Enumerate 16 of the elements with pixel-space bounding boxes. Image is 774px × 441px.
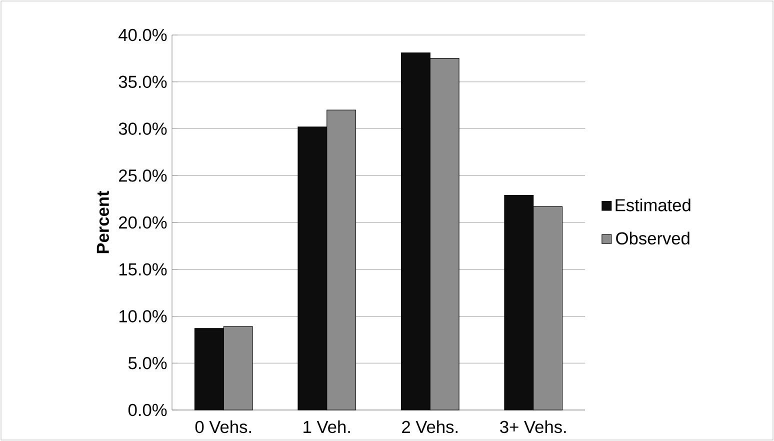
x-tick-label: 1 Veh. [304, 420, 350, 434]
x-tick-label: 0 Vehs. [195, 420, 251, 434]
y-tick-label: 15.0% [119, 263, 167, 276]
y-tick-label: 35.0% [118, 76, 167, 88]
y-axis-title: Percent [96, 190, 109, 254]
y-tick-label: 0.0% [128, 404, 167, 416]
legend-label: Observed [616, 232, 690, 245]
y-tick-label: 5.0% [128, 356, 167, 370]
x-tick-label: 2 Vehs. [402, 420, 458, 434]
y-tick-label: 30.0% [118, 122, 167, 135]
x-tick-label: 3+ Vehs. [500, 420, 566, 434]
legend-label: Estimated [616, 198, 690, 212]
y-tick-label: 20.0% [119, 216, 167, 229]
y-tick-label: 40.0% [118, 28, 167, 42]
y-tick-label: 25.0% [119, 169, 167, 182]
y-tick-label: 10.0% [119, 310, 167, 322]
